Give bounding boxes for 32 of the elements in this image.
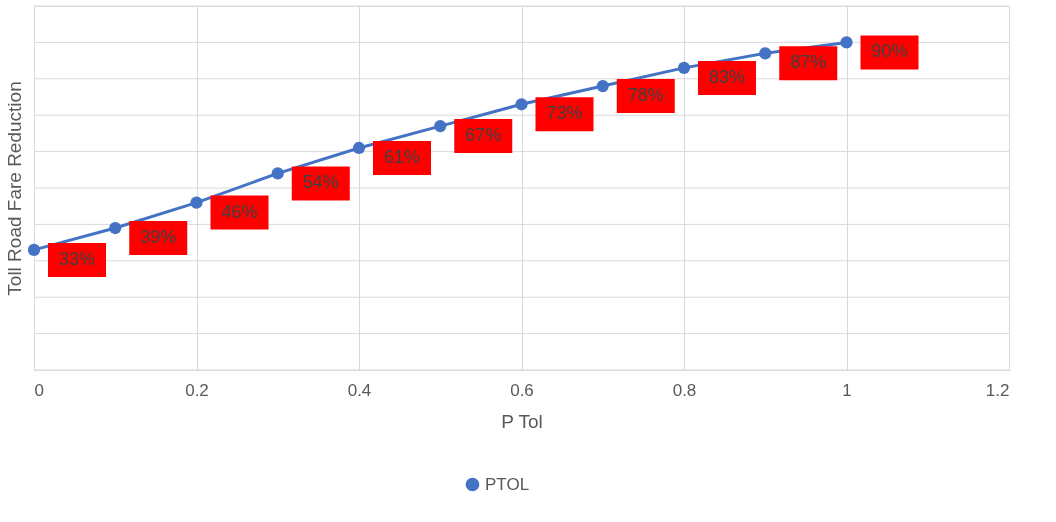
point [596, 79, 609, 93]
point [352, 141, 366, 155]
data-label: 67% [465, 125, 502, 146]
point [840, 36, 853, 49]
point [759, 47, 772, 60]
x-tick-label: 0.4 [347, 380, 372, 400]
data-label: 54% [302, 172, 339, 193]
data-label: 39% [140, 227, 177, 248]
x-tick-label: 0.8 [672, 380, 697, 400]
data-label: 46% [221, 201, 258, 222]
x-tick-label: 1.2 [985, 380, 1010, 400]
x-axis-title: P Tol [501, 410, 543, 432]
x-tick-label: 0 [34, 380, 44, 400]
data-label: 83% [708, 66, 746, 87]
data-label: 78% [627, 85, 664, 106]
point [677, 61, 691, 74]
data-label: 90% [871, 41, 908, 62]
data-label: 61% [383, 146, 421, 167]
x-tick-label: 0.6 [510, 380, 534, 400]
legend-label: PTOL [485, 474, 530, 494]
x-tick-label: 1 [842, 380, 852, 400]
point [190, 196, 203, 209]
y-axis-title: Toll Road Fare Reduction [3, 81, 25, 296]
point [109, 221, 122, 235]
point [434, 120, 447, 133]
data-label: 33% [58, 248, 96, 269]
point [27, 243, 41, 256]
data-label: 87% [790, 52, 827, 73]
x-tick-label: 0.2 [185, 380, 209, 400]
point [515, 98, 528, 111]
data-label: 73% [546, 103, 583, 124]
point [271, 167, 284, 180]
